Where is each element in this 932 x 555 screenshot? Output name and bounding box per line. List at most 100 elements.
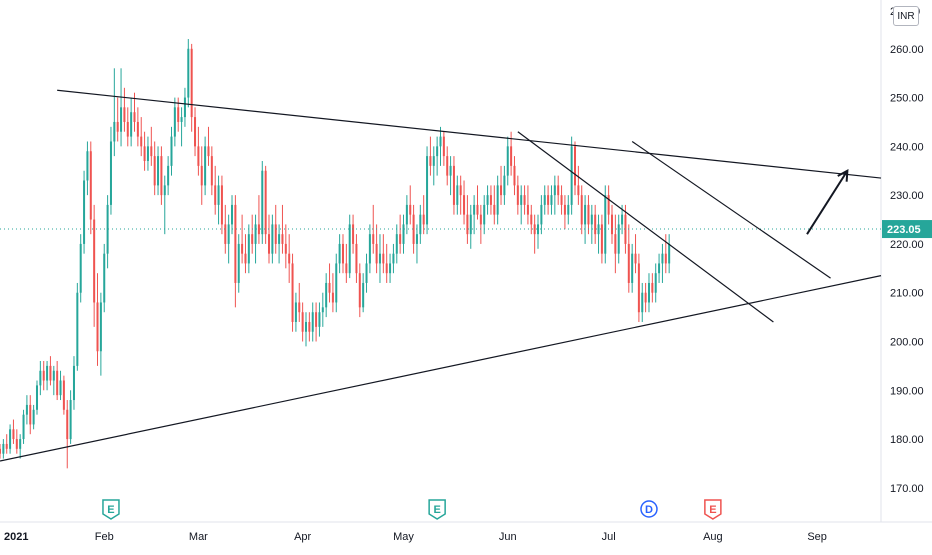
candle-body — [234, 204, 237, 283]
candle-body — [311, 312, 314, 332]
candle-body — [610, 214, 614, 235]
candle-body — [150, 146, 153, 157]
candle-body — [456, 185, 459, 205]
candle-body — [631, 253, 634, 283]
candle-body — [469, 214, 472, 235]
candle-body — [315, 312, 318, 327]
candle-body — [459, 185, 462, 196]
candle-body — [160, 156, 163, 196]
time-axis-tick-label: May — [393, 531, 414, 543]
candle-body — [308, 321, 311, 332]
earnings-event-marker[interactable] — [102, 499, 120, 520]
candle-body — [486, 195, 489, 205]
candle-body — [22, 414, 25, 440]
candle-body — [442, 136, 445, 157]
candle-body — [358, 273, 361, 308]
candle-body — [247, 234, 250, 264]
candle-body — [237, 243, 240, 283]
candle-body — [584, 204, 587, 225]
candle-body — [338, 243, 341, 264]
candle-body — [439, 136, 442, 147]
candle-body — [624, 214, 627, 244]
candle-body — [412, 214, 415, 244]
candle-body — [183, 97, 186, 118]
candle-body — [244, 253, 247, 264]
candle-body — [120, 107, 123, 132]
candle-body — [557, 185, 560, 196]
time-axis-tick-label: Jun — [499, 531, 517, 543]
candle-body — [167, 165, 170, 186]
candle-body — [506, 146, 509, 176]
candle-body — [594, 214, 597, 235]
candle-body — [523, 195, 526, 205]
candle-body — [163, 185, 166, 196]
time-axis-tick-label: Mar — [189, 531, 208, 543]
candle-body — [402, 224, 405, 244]
candle-body — [476, 204, 479, 215]
candle-body — [291, 263, 294, 322]
candle-body — [220, 185, 223, 225]
candle-body — [563, 204, 566, 215]
candle-body — [113, 121, 116, 142]
dividend-event-marker[interactable] — [640, 500, 658, 518]
last-price-tag — [882, 220, 932, 239]
candle-body — [641, 292, 644, 313]
candle-body — [644, 292, 647, 303]
currency-badge[interactable]: INR — [893, 6, 919, 26]
candle-body — [12, 429, 15, 440]
candle-body — [328, 282, 331, 293]
candle-body — [15, 439, 18, 449]
event-marker-letter: E — [709, 504, 716, 516]
candle-body — [385, 263, 388, 274]
trendline[interactable] — [517, 131, 774, 323]
trendline[interactable] — [0, 275, 882, 462]
candle-body — [274, 224, 277, 244]
candle-body — [570, 146, 573, 205]
projection-arrow-shaft[interactable] — [806, 170, 849, 235]
candle-body — [0, 448, 2, 454]
candle-body — [325, 282, 328, 308]
candle-body — [257, 224, 260, 235]
candle-body — [123, 107, 126, 122]
time-axis-tick-label: Apr — [294, 531, 311, 543]
candle-body — [395, 234, 398, 254]
candle-body — [264, 170, 267, 235]
candle-body — [449, 165, 452, 176]
candle-body — [553, 185, 556, 196]
candle-body — [658, 263, 661, 274]
candle-body — [261, 170, 264, 235]
candle-body — [375, 243, 378, 264]
candle-body — [210, 156, 213, 186]
time-axis-tick-label: Aug — [703, 531, 723, 543]
projection-arrow-head — [837, 168, 849, 182]
candle-body — [368, 234, 371, 264]
time-axis-tick-label: 2021 — [4, 531, 28, 543]
candle-body — [617, 224, 620, 254]
candle-body — [254, 224, 257, 244]
trendline[interactable] — [57, 89, 882, 179]
candle-body — [187, 48, 190, 98]
candle-body — [32, 409, 35, 425]
candle-body — [86, 151, 89, 181]
candle-body — [109, 141, 112, 205]
earnings-event-marker[interactable] — [704, 499, 722, 520]
candle-body — [399, 234, 402, 244]
time-axis[interactable]: 2021 Feb Mar Apr May Jun Jul Aug Sep — [4, 531, 827, 543]
price-axis[interactable]: 260.00 250.00 240.00 230.00 220.00 210.00 200.… — [882, 44, 932, 495]
candle-body — [116, 121, 119, 132]
candle-body — [190, 48, 193, 118]
candle-body — [621, 214, 624, 225]
price-axis-tick-label: 210.00 — [890, 288, 924, 300]
trendline[interactable] — [631, 140, 831, 279]
price-axis-tick-label: 230.00 — [890, 190, 924, 202]
candle-body — [479, 214, 482, 225]
earnings-event-marker[interactable] — [428, 499, 446, 520]
candle-body — [52, 370, 55, 381]
candle-body — [140, 136, 143, 147]
candle-body — [170, 136, 173, 166]
candle-body — [500, 185, 503, 196]
candle-body — [194, 117, 197, 147]
candle-body — [573, 146, 577, 186]
